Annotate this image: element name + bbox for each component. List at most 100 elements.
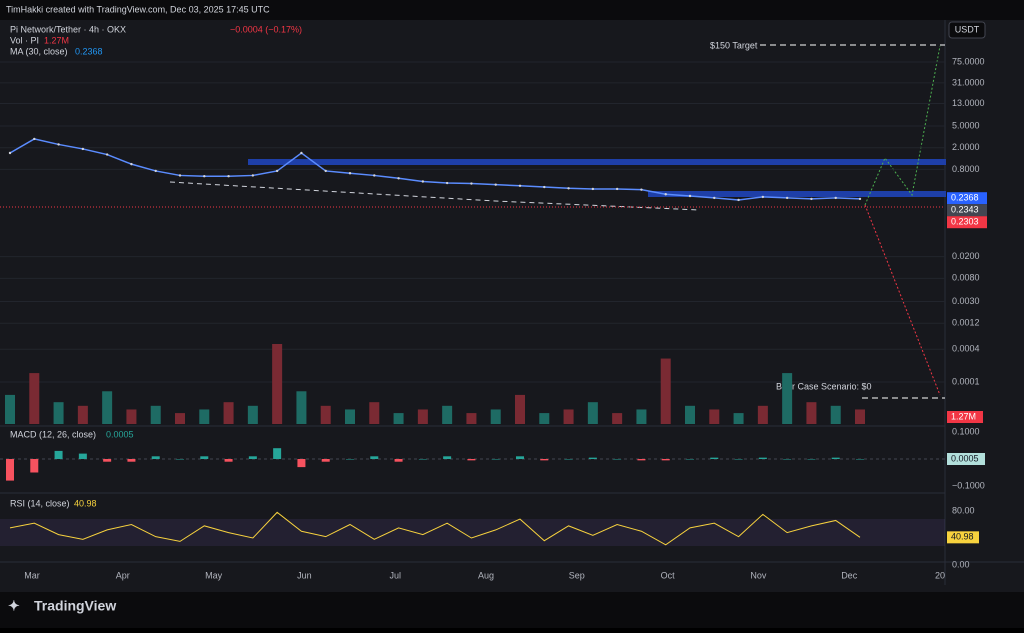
time-label: Jun — [297, 570, 312, 580]
price-point — [713, 196, 716, 200]
price-tick: 31.0000 — [952, 77, 985, 87]
macd-bar — [516, 456, 524, 459]
target-label: $150 Target — [710, 40, 758, 50]
rsi-tag — [947, 531, 979, 544]
price-point — [494, 183, 497, 186]
price-point — [785, 196, 789, 200]
volume-bar — [393, 413, 404, 424]
time-label: Nov — [750, 570, 767, 580]
currency[interactable]: USDT — [955, 24, 980, 34]
price-point — [324, 169, 327, 173]
price-tag — [947, 204, 987, 217]
macd-bar — [248, 456, 257, 459]
price-point — [275, 169, 279, 173]
time-label: Dec — [841, 570, 858, 580]
price-tag — [947, 192, 987, 205]
price-tick: 0.0030 — [952, 296, 980, 306]
volume-bar — [417, 409, 428, 424]
rsi-line — [9, 511, 861, 546]
price-point — [615, 187, 619, 191]
price-point — [688, 194, 692, 198]
macd-tag — [947, 453, 985, 465]
ma-value: 0.2368 — [75, 46, 103, 56]
macd-bar — [540, 459, 549, 461]
volume-bar — [515, 394, 525, 424]
volume-bar — [830, 405, 841, 424]
volume-bar — [563, 409, 574, 424]
volume-bar — [247, 405, 258, 424]
macd-label: MACD (12, 26, close) — [10, 429, 96, 439]
price-point — [421, 180, 425, 183]
time-label: Apr — [116, 570, 130, 580]
volume-bar — [29, 373, 40, 424]
price-tick: 2.0000 — [952, 142, 980, 152]
price-tick: 0.8000 — [952, 164, 980, 174]
macd-bar — [637, 459, 646, 461]
price-point — [203, 175, 206, 178]
price-point — [640, 188, 643, 191]
volume-bar — [539, 413, 550, 424]
vol-label: Vol · PI — [10, 35, 39, 45]
volume-bar — [782, 373, 793, 424]
price-point — [251, 174, 255, 177]
volume-bar — [345, 409, 355, 424]
time-label: 20 — [935, 570, 945, 580]
macd-tick: 0.1000 — [952, 426, 980, 436]
zone — [648, 191, 946, 197]
macd-bar — [686, 459, 694, 460]
price-tick: 0.0012 — [952, 318, 980, 328]
rsi-tag-label: 40.98 — [951, 532, 974, 542]
macd-value: 0.0005 — [106, 429, 134, 439]
macd-bar — [856, 459, 864, 460]
macd-bar — [418, 459, 427, 460]
brand-logo: ✦ — [8, 598, 20, 614]
chart-bg — [0, 20, 1024, 592]
volume-bar — [685, 405, 695, 424]
price-point — [130, 162, 133, 166]
macd-bar — [661, 459, 670, 461]
brand: TradingView — [34, 598, 116, 614]
time-label: Jul — [389, 570, 401, 580]
volume-bar — [757, 405, 768, 424]
volume-tag-label: 1.27M — [951, 411, 976, 421]
vol-value: 1.27M — [44, 35, 69, 45]
price-tag-label: 0.2368 — [951, 193, 979, 203]
macd-bar — [758, 457, 767, 459]
price-point — [810, 197, 813, 201]
volume-bar — [102, 391, 113, 424]
volume-tag — [947, 411, 983, 423]
volume-bar — [272, 344, 283, 424]
price-point — [664, 193, 667, 196]
price-point — [8, 151, 12, 155]
price-point — [737, 198, 740, 202]
macd-bar — [831, 457, 840, 459]
price-tag-label: 0.2303 — [951, 217, 979, 227]
price-point — [105, 153, 109, 156]
volume-bar — [855, 409, 865, 424]
time-label: Aug — [478, 570, 494, 580]
time-label: May — [205, 570, 223, 580]
bear-label: Bear Case Scenario: $0 — [776, 381, 872, 391]
volume-bar — [587, 402, 598, 424]
price-tag — [947, 216, 987, 229]
macd-bar — [443, 456, 452, 459]
macd-bar — [176, 459, 184, 460]
price-tick: 0.0080 — [952, 273, 980, 283]
price-tick: 0.0001 — [952, 376, 980, 386]
price-tick: 75.0000 — [952, 56, 985, 66]
price-point — [591, 187, 595, 191]
macd-bar — [273, 448, 282, 459]
macd-bar — [734, 459, 743, 460]
volume-bar — [320, 405, 331, 424]
macd-bar — [564, 459, 573, 460]
currency-box[interactable] — [948, 21, 986, 39]
credit: TimHakki created with TradingView.com, D… — [6, 4, 270, 14]
rsi-tick: 0.00 — [952, 559, 970, 569]
macd-bar — [54, 450, 63, 459]
volume-bar — [150, 405, 161, 424]
rsi-tick: 80.00 — [952, 505, 975, 515]
volume-bar — [296, 391, 307, 424]
macd-bar — [783, 459, 792, 460]
macd-bar — [710, 457, 719, 459]
